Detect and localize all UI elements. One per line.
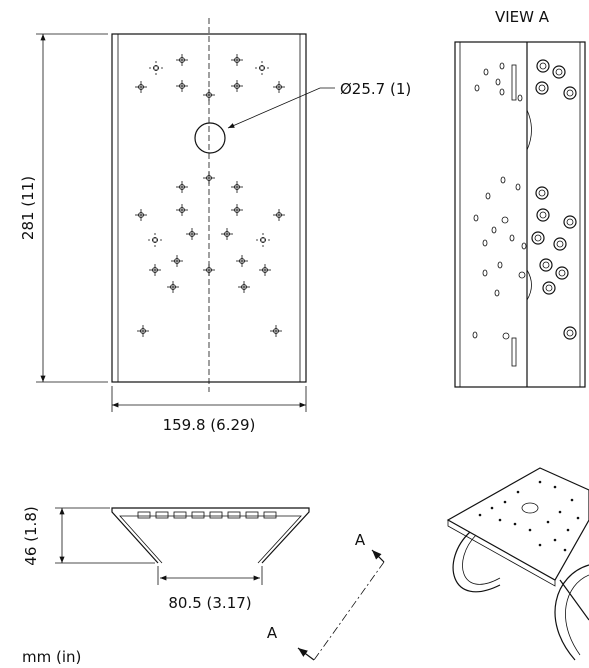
- bottom-width-label: 80.5 (3.17): [168, 594, 251, 612]
- width-label: 159.8 (6.29): [163, 416, 256, 434]
- isometric-view: [446, 467, 589, 661]
- section-marker: A: [355, 531, 366, 549]
- view-label: VIEW A: [495, 8, 550, 26]
- section-line: A A: [267, 531, 385, 661]
- view-a: VIEW A: [454, 8, 586, 388]
- depth-label: 46 (1.8): [22, 506, 40, 565]
- side-view: 46 (1.8) 80.5 (3.17): [22, 506, 310, 612]
- height-label: 281 (11): [19, 176, 37, 240]
- hole-diameter-label: Ø25.7 (1): [340, 80, 411, 98]
- section-marker: A: [267, 624, 278, 642]
- front-view: Ø25.7 (1) 281 (11) 159.8 (6.29): [19, 18, 411, 434]
- units-label: mm (in): [22, 648, 81, 666]
